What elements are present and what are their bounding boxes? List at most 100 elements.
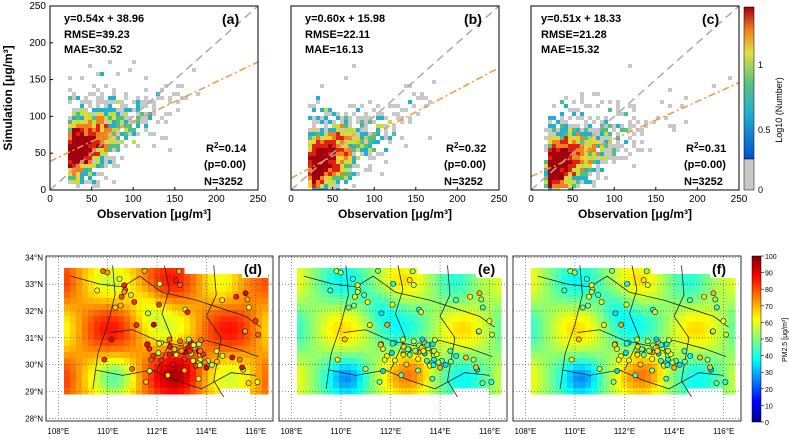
density-bin bbox=[408, 116, 412, 120]
density-bin bbox=[340, 120, 344, 124]
density-bin bbox=[116, 120, 120, 124]
station-marker bbox=[381, 356, 388, 363]
field-cell bbox=[166, 382, 173, 389]
field-cell bbox=[555, 286, 562, 293]
field-cell bbox=[711, 280, 718, 287]
field-cell bbox=[681, 376, 688, 383]
density-bin bbox=[604, 148, 608, 152]
field-cell bbox=[573, 310, 580, 317]
field-cell bbox=[226, 328, 233, 335]
density-bin bbox=[124, 96, 128, 100]
station-marker bbox=[255, 331, 262, 338]
field-cell bbox=[453, 370, 460, 377]
density-bin bbox=[332, 136, 336, 140]
density-bin bbox=[328, 188, 332, 190]
lat-tick-label: 30°N bbox=[25, 361, 43, 370]
density-bin bbox=[608, 144, 612, 148]
station-marker bbox=[166, 336, 173, 343]
field-cell bbox=[76, 274, 83, 281]
station-marker bbox=[349, 275, 356, 282]
field-cell bbox=[687, 328, 694, 335]
field-cell bbox=[627, 286, 634, 293]
field-cell bbox=[633, 298, 640, 305]
field-cell bbox=[339, 364, 346, 371]
density-bin bbox=[140, 120, 144, 124]
field-cell bbox=[262, 352, 269, 359]
field-cell bbox=[351, 310, 358, 317]
field-cell bbox=[124, 358, 131, 365]
field-cell bbox=[717, 298, 724, 305]
field-cell bbox=[555, 268, 562, 275]
density-bin bbox=[608, 124, 612, 128]
field-cell bbox=[357, 274, 364, 281]
field-cell bbox=[333, 280, 340, 287]
field-cell bbox=[112, 268, 119, 275]
map-cb-tick-label: 60 bbox=[765, 320, 773, 327]
field-cell bbox=[729, 352, 736, 359]
field-cell bbox=[256, 304, 263, 311]
field-cell bbox=[124, 280, 131, 287]
field-cell bbox=[363, 286, 370, 293]
field-cell bbox=[172, 268, 179, 275]
density-bin bbox=[76, 112, 80, 116]
station-marker bbox=[612, 310, 619, 317]
field-cell bbox=[369, 346, 376, 353]
density-bin bbox=[96, 128, 100, 132]
field-cell bbox=[447, 322, 454, 329]
density-bin bbox=[336, 112, 340, 116]
field-cell bbox=[675, 376, 682, 383]
density-bin bbox=[100, 108, 104, 112]
boundary-line bbox=[92, 265, 116, 389]
field-cell bbox=[549, 358, 556, 365]
density-bin bbox=[328, 156, 332, 160]
field-cell bbox=[531, 316, 538, 323]
density-bin bbox=[364, 132, 368, 136]
station-marker bbox=[354, 289, 361, 295]
field-cell bbox=[166, 358, 173, 365]
field-cell bbox=[483, 346, 490, 353]
field-cell bbox=[381, 268, 388, 275]
field-cell bbox=[369, 298, 376, 305]
density-bin bbox=[92, 84, 96, 88]
rmse-a: RMSE=39.23 bbox=[64, 29, 130, 41]
density-bin bbox=[96, 140, 100, 144]
density-bin bbox=[332, 120, 336, 124]
field-cell bbox=[465, 346, 472, 353]
field-cell bbox=[729, 310, 736, 317]
field-cell bbox=[711, 352, 718, 359]
field-cell bbox=[297, 382, 304, 389]
station-marker bbox=[197, 348, 204, 354]
field-cell bbox=[232, 334, 239, 341]
density-bin bbox=[380, 112, 384, 116]
station-marker bbox=[418, 309, 424, 315]
station-marker bbox=[364, 299, 371, 305]
density-bin bbox=[340, 144, 344, 148]
density-bin bbox=[344, 112, 348, 116]
field-cell bbox=[381, 364, 388, 371]
field-cell bbox=[399, 346, 406, 353]
field-cell bbox=[64, 310, 71, 317]
density-bin bbox=[100, 132, 104, 136]
station-marker bbox=[437, 364, 444, 371]
n-c: N=3252 bbox=[684, 176, 723, 188]
density-bin bbox=[328, 160, 332, 164]
density-bin bbox=[588, 104, 592, 108]
field-cell bbox=[459, 352, 466, 359]
field-cell bbox=[321, 334, 328, 341]
density-bin bbox=[144, 120, 148, 124]
density-bin bbox=[332, 188, 336, 190]
field-cell bbox=[202, 298, 209, 305]
field-cell bbox=[609, 364, 616, 371]
field-cell bbox=[214, 376, 221, 383]
field-cell bbox=[723, 298, 730, 305]
density-bin bbox=[620, 144, 624, 148]
boundary-line bbox=[95, 369, 256, 390]
density-bin bbox=[112, 180, 116, 184]
station-marker bbox=[644, 282, 651, 288]
field-cell bbox=[591, 364, 598, 371]
station-marker bbox=[178, 347, 185, 354]
field-cell bbox=[339, 358, 346, 365]
field-cell bbox=[82, 364, 89, 371]
field-cell bbox=[184, 364, 191, 371]
field-cell bbox=[573, 334, 580, 341]
